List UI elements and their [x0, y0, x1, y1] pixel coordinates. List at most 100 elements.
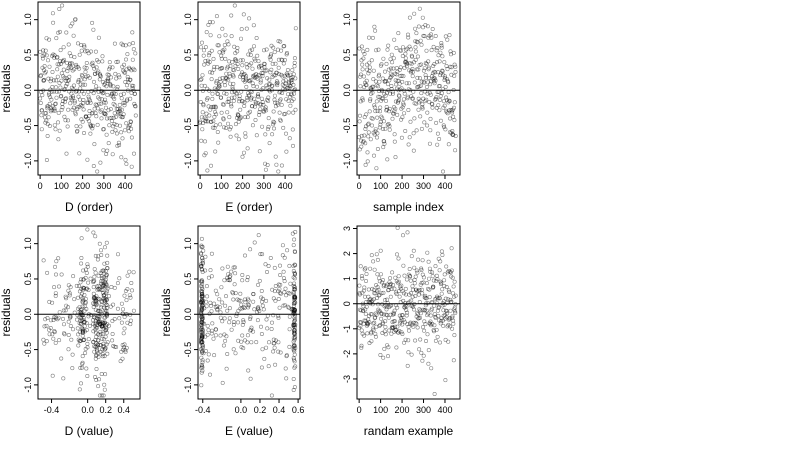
data-point: [408, 278, 413, 283]
data-point: [437, 98, 442, 103]
data-point: [107, 294, 112, 299]
data-point: [423, 338, 428, 343]
data-point: [238, 306, 243, 311]
data-point: [199, 279, 204, 284]
data-point: [368, 137, 373, 142]
data-point: [223, 303, 228, 308]
data-point: [405, 32, 410, 37]
data-point: [392, 308, 397, 313]
data-point: [405, 230, 410, 235]
data-point: [220, 319, 225, 324]
data-point: [415, 54, 420, 59]
data-point: [383, 126, 388, 131]
data-point: [124, 121, 129, 126]
data-point: [257, 110, 262, 115]
data-point: [232, 95, 237, 100]
data-point: [130, 57, 135, 62]
data-point: [56, 284, 61, 289]
data-point: [209, 119, 214, 124]
data-point: [57, 338, 62, 343]
data-point: [243, 253, 248, 258]
data-point: [292, 301, 297, 306]
data-point: [439, 91, 444, 96]
data-point: [442, 60, 447, 65]
data-point: [125, 52, 130, 57]
data-point: [426, 65, 431, 70]
data-point: [64, 30, 69, 35]
data-point: [80, 304, 85, 309]
data-point: [120, 356, 125, 361]
data-point: [98, 160, 103, 165]
data-point: [72, 83, 77, 88]
data-point: [216, 92, 221, 97]
data-point: [233, 63, 238, 68]
data-point: [292, 331, 297, 336]
data-point: [70, 366, 75, 371]
data-point: [378, 352, 383, 357]
x-tick-label: 100: [373, 405, 388, 415]
data-point: [44, 158, 49, 163]
data-point: [408, 274, 413, 279]
data-point: [363, 162, 368, 167]
data-point: [245, 278, 250, 283]
data-point: [410, 67, 415, 72]
data-point: [395, 225, 400, 230]
data-point: [208, 33, 213, 38]
data-point: [228, 125, 233, 130]
data-point: [434, 273, 439, 278]
data-point: [122, 103, 127, 108]
data-point: [414, 310, 419, 315]
data-point: [401, 74, 406, 79]
data-point: [398, 87, 403, 92]
data-point: [72, 55, 77, 60]
data-point: [207, 51, 212, 56]
data-point: [56, 110, 61, 115]
data-point: [452, 333, 457, 338]
data-point: [450, 110, 455, 115]
data-point: [84, 60, 89, 65]
data-point: [50, 70, 55, 75]
data-point: [54, 36, 59, 41]
data-point: [55, 120, 60, 125]
data-point: [51, 20, 56, 25]
data-point: [198, 100, 203, 105]
data-point: [116, 140, 121, 145]
data-point: [240, 322, 245, 327]
data-point: [71, 87, 76, 92]
data-point: [282, 43, 287, 48]
data-point: [97, 321, 102, 326]
data-point: [266, 95, 271, 100]
data-point: [94, 298, 99, 303]
data-point: [378, 105, 383, 110]
data-point: [121, 100, 126, 105]
y-tick-label: 0.5: [183, 49, 193, 62]
data-point: [384, 307, 389, 312]
data-points: [38, 3, 138, 174]
data-point: [371, 259, 376, 264]
data-point: [388, 276, 393, 281]
data-point: [406, 350, 411, 355]
data-point: [264, 47, 269, 52]
data-point: [432, 303, 437, 308]
data-point: [426, 259, 431, 264]
data-point: [280, 87, 285, 92]
data-point: [223, 33, 228, 38]
data-point: [447, 99, 452, 104]
data-point: [63, 118, 68, 123]
y-tick-label: 3: [342, 226, 352, 231]
data-point: [76, 295, 81, 300]
data-point: [101, 393, 106, 398]
data-point: [75, 107, 80, 112]
data-point: [268, 53, 273, 58]
data-point: [438, 279, 443, 284]
data-point: [281, 79, 286, 84]
data-point: [408, 47, 413, 52]
data-point: [81, 107, 86, 112]
data-point: [99, 305, 104, 310]
data-point: [103, 112, 108, 117]
data-point: [232, 282, 237, 287]
data-point: [92, 79, 97, 84]
data-point: [62, 99, 67, 104]
data-point: [251, 299, 256, 304]
data-point: [281, 269, 286, 274]
